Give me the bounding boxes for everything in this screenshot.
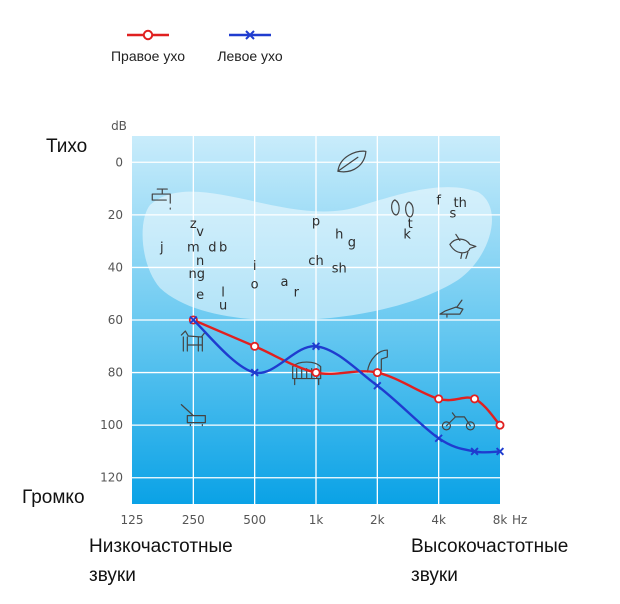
data-point-1 — [495, 420, 505, 430]
speech-sound-s: s — [450, 206, 457, 221]
loud-label: Громко — [22, 487, 85, 508]
speech-sound-p: p — [312, 214, 320, 229]
speech-sound-ch: ch — [308, 254, 323, 269]
data-point-1 — [470, 394, 480, 404]
x-tick-label: 8k — [493, 513, 508, 527]
x-tick-label: 2k — [370, 513, 385, 527]
speech-sound-l: l — [221, 285, 225, 300]
speech-sound-a: a — [280, 275, 288, 290]
data-point-2 — [250, 368, 259, 377]
data-point-1 — [434, 394, 444, 404]
speech-sound-ng: ng — [189, 267, 206, 282]
lawnmower-icon — [180, 404, 206, 427]
speech-sound-j: j — [159, 241, 164, 256]
legend: Правое ухо Левое ухо — [100, 28, 300, 74]
data-point-2 — [470, 447, 479, 456]
leaf-blower-icon — [439, 299, 464, 318]
speech-sound-h: h — [335, 228, 343, 243]
y-tick-label: 120 — [100, 471, 123, 485]
speech-sound-k: k — [403, 228, 411, 243]
legend-marker-right-ear — [127, 29, 169, 41]
x-axis: 125 250 500 1k 2k 4k 8k Hz — [121, 513, 528, 527]
speech-sound-z: z — [190, 217, 197, 232]
low-frequency-label: Низкочастотные звуки — [89, 536, 233, 586]
legend-label-left-ear: Левое ухо — [217, 48, 283, 64]
data-point-2 — [311, 342, 321, 351]
speech-sound-o: o — [251, 277, 259, 292]
y-axis: 0 20 40 60 80 100 120 dB — [100, 119, 127, 485]
speech-sound-v: v — [196, 225, 204, 240]
speech-sound-m: m — [187, 241, 200, 256]
speech-sound-b: b — [219, 241, 227, 256]
x-tick-label: 4k — [431, 513, 446, 527]
legend-label-right-ear: Правое ухо — [110, 48, 185, 64]
leaf-icon — [337, 150, 367, 173]
series — [188, 315, 505, 456]
speech-sound-d: d — [208, 241, 216, 256]
phone-icon — [366, 349, 388, 373]
data-point-2 — [189, 315, 198, 325]
quiet-label: Тихо — [46, 136, 88, 157]
data-point-1 — [250, 341, 260, 351]
motorcycle-icon — [441, 412, 476, 431]
y-tick-label: 0 — [115, 155, 123, 169]
bird-icon — [449, 233, 477, 259]
x-tick-label: 1k — [309, 513, 324, 527]
legend-marker-left-ear — [229, 30, 271, 40]
speech-sound-th: th — [453, 196, 466, 211]
legend-item-left-ear: Левое ухо — [202, 28, 298, 64]
grid — [132, 136, 500, 504]
speech-sound-i: i — [253, 259, 257, 274]
y-tick-label: 100 — [100, 418, 123, 432]
x-tick-label: 250 — [182, 513, 205, 527]
data-point-1 — [311, 368, 321, 378]
speech-sound-f: f — [436, 193, 441, 208]
footprints-icon — [391, 199, 414, 218]
y-tick-label: 60 — [108, 313, 123, 327]
data-point-2 — [495, 447, 505, 456]
speech-sound-u: u — [219, 298, 227, 313]
speech-sound-e: e — [196, 288, 204, 303]
data-point-1 — [372, 368, 382, 378]
y-tick-label: 20 — [108, 208, 123, 222]
speech-sound-g: g — [348, 235, 356, 250]
speech-sound-sh: sh — [332, 262, 347, 277]
legend-item-right-ear: Правое ухо — [100, 28, 196, 64]
x-unit-label: Hz — [512, 513, 527, 527]
y-tick-label: 80 — [108, 366, 123, 380]
x-tick-label: 500 — [243, 513, 266, 527]
data-point-2 — [434, 434, 443, 443]
high-frequency-label: Высокочастотные звуки — [411, 536, 569, 586]
dog-icon — [180, 330, 206, 352]
speech-banana — [142, 187, 492, 321]
speech-sound-t: t — [408, 217, 413, 232]
y-tick-label: 40 — [108, 260, 123, 274]
data-point-2 — [373, 381, 382, 390]
speech-sound-n: n — [196, 254, 204, 269]
y-unit-label: dB — [111, 119, 127, 133]
speech-sound-r: r — [294, 285, 300, 300]
x-tick-label: 125 — [121, 513, 144, 527]
sound-icons — [151, 150, 477, 431]
faucet-icon — [151, 188, 171, 210]
